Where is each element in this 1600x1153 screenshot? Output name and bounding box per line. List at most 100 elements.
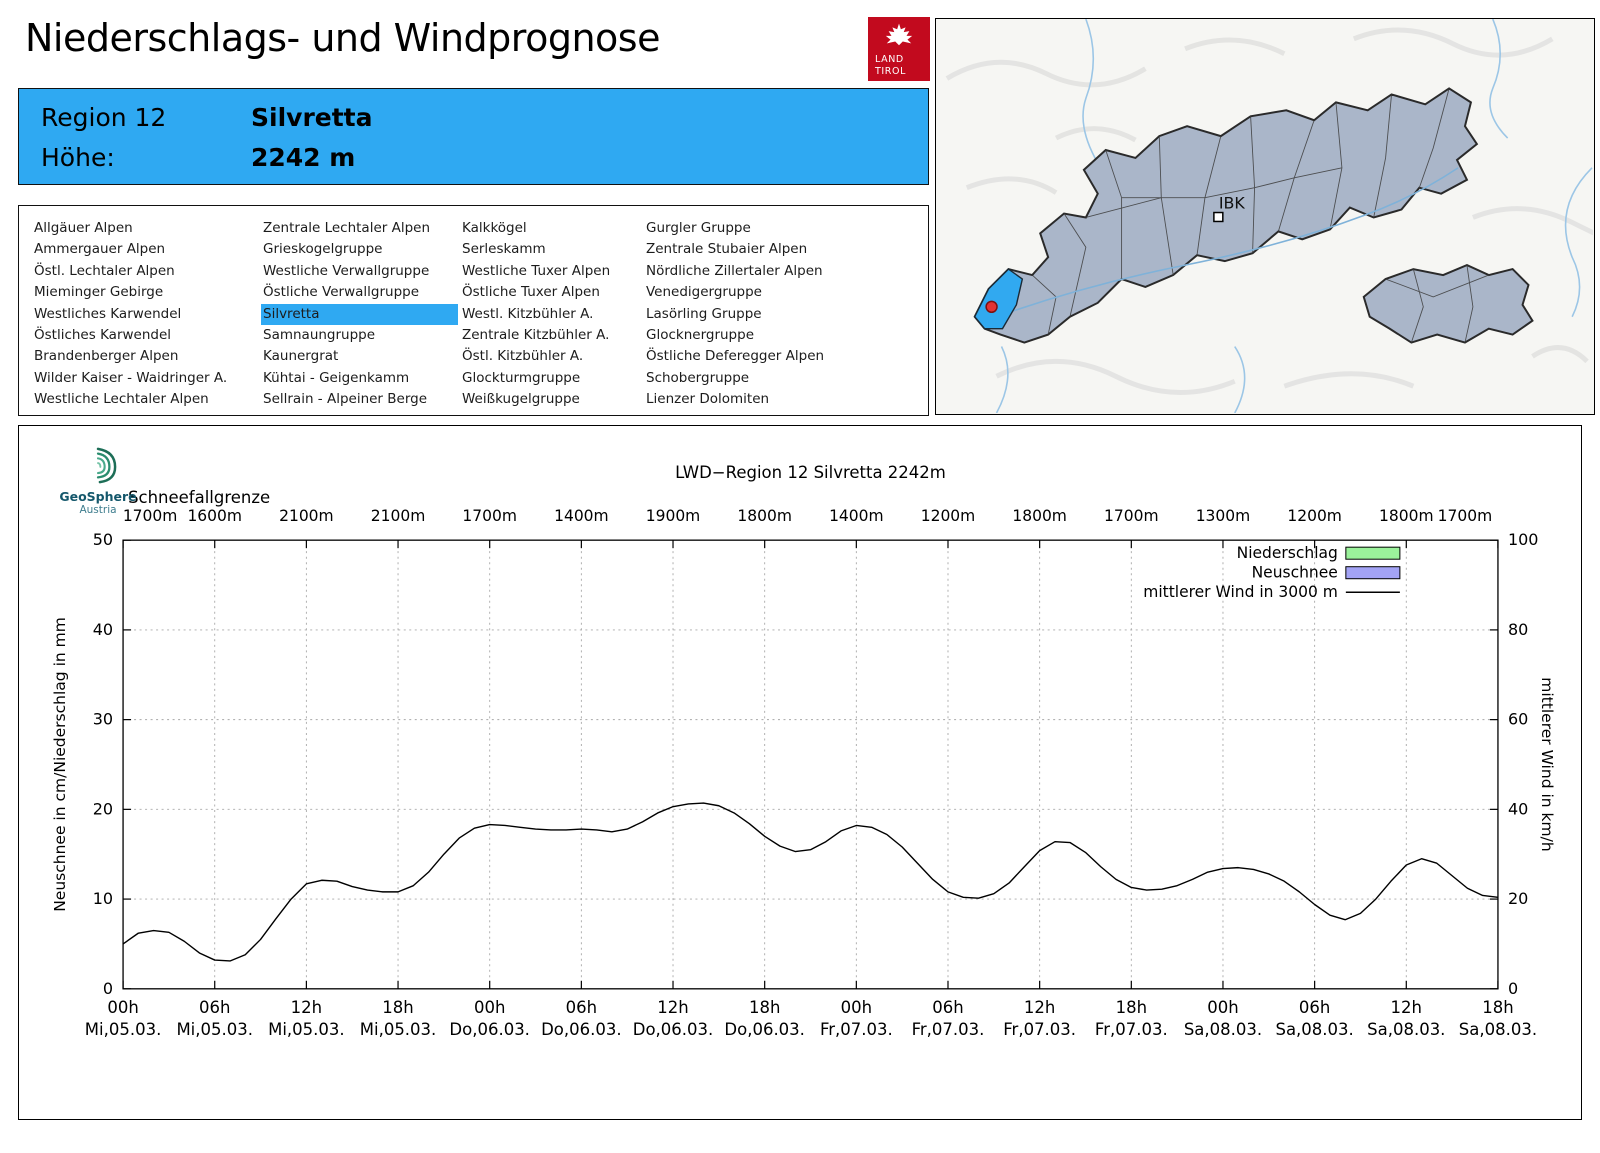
region-item[interactable]: Nördliche Zillertaler Alpen bbox=[646, 262, 823, 279]
tirol-map-canvas: IBK bbox=[945, 19, 1594, 414]
east-tirol-region[interactable] bbox=[1362, 264, 1534, 344]
x-tick-date: Do,06.03. bbox=[449, 1020, 529, 1039]
x-tick-hour: 12h bbox=[657, 998, 688, 1017]
snowline-value: 1700m bbox=[1104, 507, 1159, 525]
region-item[interactable]: Kühtai - Geigenkamm bbox=[263, 369, 410, 386]
region-name: Silvretta bbox=[251, 102, 373, 132]
legend-label: Niederschlag bbox=[1237, 544, 1338, 562]
region-item[interactable]: Zentrale Lechtaler Alpen bbox=[263, 220, 431, 236]
region-item[interactable]: Wilder Kaiser - Waidringer A. bbox=[34, 369, 228, 386]
snowline-value: 1700m bbox=[123, 507, 178, 525]
region-item[interactable]: Östliche Verwallgruppe bbox=[263, 284, 420, 301]
x-tick-date: Do,06.03. bbox=[633, 1020, 713, 1039]
region-item[interactable]: Weißkugelgruppe bbox=[462, 391, 580, 408]
region-item[interactable]: Schobergruppe bbox=[646, 369, 750, 386]
y-tick-label-left: 30 bbox=[93, 710, 113, 729]
y-tick-label-left: 10 bbox=[93, 889, 113, 908]
y-tick-label-right: 60 bbox=[1508, 710, 1528, 729]
region-item[interactable]: Östliche Tuxer Alpen bbox=[462, 284, 600, 301]
x-tick-hour: 00h bbox=[841, 998, 872, 1017]
region-item[interactable]: Kaunergrat bbox=[263, 348, 339, 365]
x-tick-hour: 06h bbox=[566, 998, 597, 1017]
x-tick-date: Fr,07.03. bbox=[912, 1020, 985, 1039]
region-item[interactable]: Östl. Kitzbühler A. bbox=[462, 348, 584, 365]
chart-title: LWD−Region 12 Silvretta 2242m bbox=[675, 463, 946, 482]
region-column: Allgäuer Alpen Ammergauer Alpen Östl. Lech… bbox=[34, 218, 263, 415]
x-tick-hour: 00h bbox=[474, 998, 505, 1017]
legend-label: mittlerer Wind in 3000 m bbox=[1143, 583, 1338, 601]
ibk-marker bbox=[1213, 211, 1224, 223]
x-tick-hour: 06h bbox=[932, 998, 963, 1017]
snowline-value: 1400m bbox=[554, 507, 609, 525]
river-lines bbox=[995, 19, 1593, 414]
region-item[interactable]: Westliche Tuxer Alpen bbox=[462, 262, 611, 279]
region-item[interactable]: Lienzer Dolomiten bbox=[646, 391, 770, 408]
region-item[interactable]: Samnaungruppe bbox=[263, 326, 376, 343]
region-list: Allgäuer Alpen Ammergauer Alpen Östl. Lech… bbox=[18, 205, 929, 416]
region-label: Region 12 bbox=[41, 102, 167, 132]
legend-swatch bbox=[1345, 566, 1401, 580]
geosphere-country: Austria bbox=[79, 504, 117, 516]
region-item[interactable]: Westliche Lechtaler Alpen bbox=[34, 391, 209, 408]
region-item[interactable]: Lasörling Gruppe bbox=[646, 305, 762, 322]
ylabel-left: Neuschnee in cm/Niederschlag in mm bbox=[51, 617, 69, 912]
x-tick-date: Sa,08.03. bbox=[1184, 1020, 1262, 1039]
x-tick-date: Sa,08.03. bbox=[1459, 1020, 1537, 1039]
snowline-value: 1900m bbox=[646, 507, 701, 525]
region-item[interactable]: Sellrain - Alpeiner Berge bbox=[263, 391, 428, 408]
tirol-map[interactable]: IBK bbox=[935, 18, 1595, 415]
region-item[interactable]: Östliches Karwendel bbox=[34, 326, 172, 343]
x-tick-hour: 18h bbox=[1482, 998, 1513, 1017]
region-item[interactable]: Zentrale Kitzbühler A. bbox=[462, 326, 610, 343]
y-tick-label-left: 0 bbox=[103, 979, 113, 998]
x-tick-date: Mi,05.03. bbox=[85, 1020, 162, 1039]
y-tick-label-right: 80 bbox=[1508, 620, 1528, 639]
geosphere-logo: GeoSphere Austria bbox=[53, 446, 143, 516]
snowline-value: 1200m bbox=[1287, 507, 1342, 525]
snowline-value: 2100m bbox=[279, 507, 334, 525]
snowline-value: 2100m bbox=[371, 507, 426, 525]
snowline-value: 1200m bbox=[921, 507, 976, 525]
x-tick-date: Sa,08.03. bbox=[1367, 1020, 1445, 1039]
region-item[interactable]: Östliche Deferegger Alpen bbox=[646, 348, 825, 365]
x-tick-hour: 12h bbox=[1391, 998, 1422, 1017]
region-item[interactable]: Glocknergruppe bbox=[646, 326, 755, 343]
silvretta-region-highlight[interactable] bbox=[973, 268, 1024, 330]
region-item[interactable]: Westl. Kitzbühler A. bbox=[462, 305, 594, 322]
north-tirol-region[interactable] bbox=[973, 87, 1479, 344]
land-tirol-logo: LAND TIROL bbox=[868, 17, 930, 81]
x-tick-date: Mi,05.03. bbox=[268, 1020, 345, 1039]
region-item[interactable]: Östl. Lechtaler Alpen bbox=[34, 262, 175, 279]
snowline-value: 1700m bbox=[462, 507, 517, 525]
region-column: Kalkkögel Serleskamm Westliche Tuxer Alpen… bbox=[462, 218, 646, 415]
region-item[interactable]: Glockturmgruppe bbox=[462, 369, 581, 386]
region-item[interactable]: Mieminger Gebirge bbox=[34, 284, 164, 301]
inn-river bbox=[996, 167, 1459, 318]
snowline-value: 1300m bbox=[1196, 507, 1251, 525]
region-item[interactable]: Kalkkögel bbox=[462, 220, 527, 236]
land-tirol-wordmark: LAND TIROL bbox=[875, 54, 906, 77]
x-tick-hour: 12h bbox=[291, 998, 322, 1017]
region-item[interactable]: Gurgler Gruppe bbox=[646, 220, 751, 236]
region-item[interactable]: Ammergauer Alpen bbox=[34, 241, 166, 258]
snowline-value: 1700m bbox=[1438, 507, 1493, 525]
region-item[interactable]: Grieskogelgruppe bbox=[263, 241, 383, 258]
region-item[interactable]: Serleskamm bbox=[462, 241, 546, 258]
silvretta-marker bbox=[985, 300, 998, 314]
region-item[interactable]: Zentrale Stubaier Alpen bbox=[646, 241, 808, 258]
x-tick-date: Fr,07.03. bbox=[1095, 1020, 1168, 1039]
wind-line bbox=[122, 802, 1499, 962]
plot-frame bbox=[122, 539, 1499, 990]
region-item[interactable]: Brandenberger Alpen bbox=[34, 348, 179, 365]
region-item[interactable]: Venedigergruppe bbox=[646, 284, 762, 301]
region-info-box: Region 12 Silvretta Höhe: 2242 m bbox=[18, 88, 929, 185]
snowline-label: Schneefallgrenze bbox=[128, 488, 270, 507]
x-tick-date: Do,06.03. bbox=[541, 1020, 621, 1039]
snowline-value: 1800m bbox=[1012, 507, 1067, 525]
region-item[interactable]: Westliche Verwallgruppe bbox=[263, 262, 430, 279]
region-column: Gurgler Gruppe Zentrale Stubaier Alpen Nör… bbox=[646, 218, 896, 415]
region-item-selected[interactable]: Silvretta bbox=[261, 303, 458, 325]
region-item[interactable]: Allgäuer Alpen bbox=[34, 220, 133, 236]
region-item[interactable]: Westliches Karwendel bbox=[34, 305, 182, 322]
